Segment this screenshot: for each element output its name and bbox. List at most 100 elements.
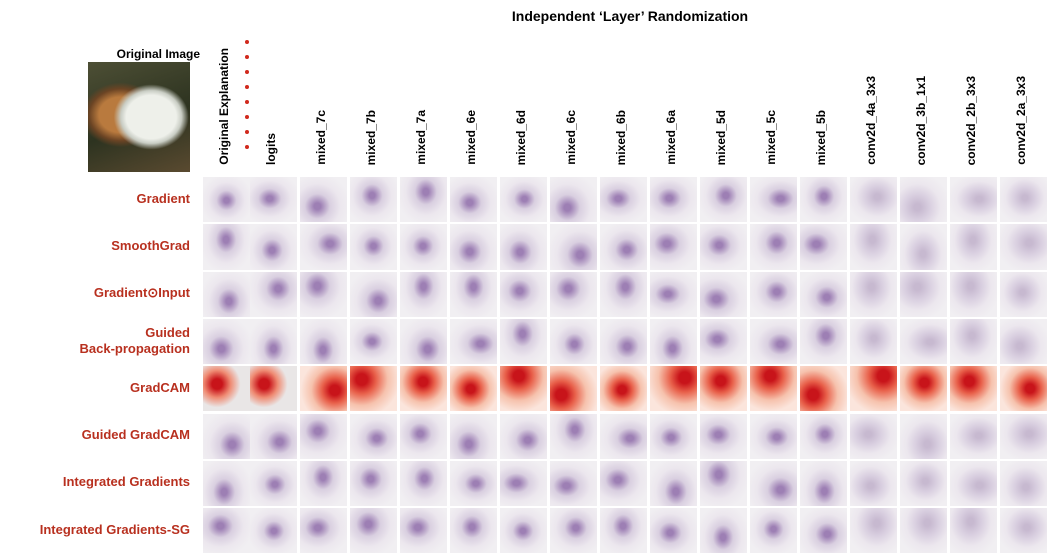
explanation-map <box>800 366 847 412</box>
explanation-map <box>550 366 597 412</box>
original-image <box>88 62 190 172</box>
explanation-map <box>600 413 647 459</box>
column-header: logits <box>264 133 278 165</box>
explanation-map <box>500 508 547 554</box>
row-label: Integrated Gradients-SG <box>39 521 190 537</box>
explanation-map <box>450 177 497 223</box>
explanation-map <box>650 460 697 507</box>
figure-title: Independent ‘Layer’ Randomization <box>511 8 749 24</box>
explanation-map <box>350 508 397 554</box>
explanation-map <box>1000 413 1047 459</box>
explanation-map <box>750 366 797 412</box>
explanation-map <box>650 177 697 223</box>
explanation-map <box>450 413 497 459</box>
row-label: SmoothGrad <box>111 237 190 253</box>
explanation-map <box>550 224 597 270</box>
explanation-map <box>950 366 997 412</box>
explanation-map <box>350 224 397 270</box>
explanation-map <box>203 271 250 317</box>
explanation-map <box>750 177 797 223</box>
explanation-map <box>900 508 947 554</box>
explanation-map <box>500 460 547 507</box>
explanation-map <box>400 413 447 459</box>
explanation-map <box>350 318 397 365</box>
column-header: mixed_6e <box>464 110 478 165</box>
explanation-map <box>750 413 797 459</box>
explanation-map <box>350 413 397 459</box>
explanation-map <box>203 177 250 223</box>
explanation-map <box>300 366 347 412</box>
explanation-map <box>203 366 250 412</box>
explanation-map <box>250 413 297 459</box>
explanation-map <box>700 318 747 365</box>
explanation-map <box>650 366 697 412</box>
explanation-map <box>450 508 497 554</box>
explanation-map <box>203 413 250 459</box>
explanation-map <box>350 460 397 507</box>
explanation-map <box>650 508 697 554</box>
explanation-map <box>750 318 797 365</box>
explanation-map <box>450 366 497 412</box>
explanation-map <box>800 224 847 270</box>
explanation-map <box>300 460 347 507</box>
column-header: mixed_5b <box>814 109 828 165</box>
explanation-map <box>600 318 647 365</box>
explanation-map <box>500 318 547 365</box>
explanation-map <box>400 224 447 270</box>
explanation-map <box>400 318 447 365</box>
column-header: mixed_7c <box>314 110 328 165</box>
explanation-map <box>1000 177 1047 223</box>
explanation-map <box>900 318 947 365</box>
explanation-map <box>500 413 547 459</box>
explanation-map <box>900 460 947 507</box>
column-header: conv2d_3b_1x1 <box>914 75 928 165</box>
explanation-map <box>900 224 947 270</box>
explanation-map <box>203 460 250 507</box>
explanation-map <box>350 366 397 412</box>
explanation-map <box>700 508 747 554</box>
explanation-map <box>203 508 250 554</box>
explanation-map <box>400 508 447 554</box>
explanation-map <box>800 460 847 507</box>
explanation-map <box>500 224 547 270</box>
explanation-map <box>850 460 897 507</box>
explanation-map <box>203 318 250 365</box>
explanation-map <box>800 177 847 223</box>
row-label: Guided Back-propagation <box>79 324 190 356</box>
explanation-map <box>600 271 647 317</box>
explanation-map <box>1000 224 1047 270</box>
explanation-map <box>300 318 347 365</box>
explanation-map <box>300 177 347 223</box>
explanation-map <box>1000 271 1047 317</box>
explanation-map <box>900 366 947 412</box>
row-label: GradCAM <box>130 379 190 395</box>
explanation-map <box>700 271 747 317</box>
explanation-map <box>400 460 447 507</box>
explanation-map <box>850 366 897 412</box>
separator-dots <box>245 40 249 160</box>
explanation-map <box>800 413 847 459</box>
explanation-map <box>950 271 997 317</box>
explanation-map <box>1000 366 1047 412</box>
explanation-map <box>750 224 797 270</box>
explanation-map <box>800 318 847 365</box>
explanation-map <box>500 366 547 412</box>
column-header: mixed_6c <box>564 110 578 165</box>
column-header: conv2d_2a_3x3 <box>1014 76 1028 165</box>
explanation-map <box>950 508 997 554</box>
column-header: mixed_6d <box>514 109 528 165</box>
explanation-map <box>500 271 547 317</box>
explanation-map <box>500 177 547 223</box>
column-header: mixed_5c <box>764 110 778 165</box>
column-header: Original Explanation <box>217 48 231 165</box>
explanation-map <box>1000 460 1047 507</box>
column-header: mixed_7b <box>364 109 378 165</box>
explanation-map <box>700 224 747 270</box>
explanation-map <box>250 177 297 223</box>
explanation-map <box>650 224 697 270</box>
explanation-map <box>800 508 847 554</box>
explanation-map <box>350 177 397 223</box>
explanation-map <box>550 413 597 459</box>
explanation-map <box>350 271 397 317</box>
explanation-map <box>550 318 597 365</box>
